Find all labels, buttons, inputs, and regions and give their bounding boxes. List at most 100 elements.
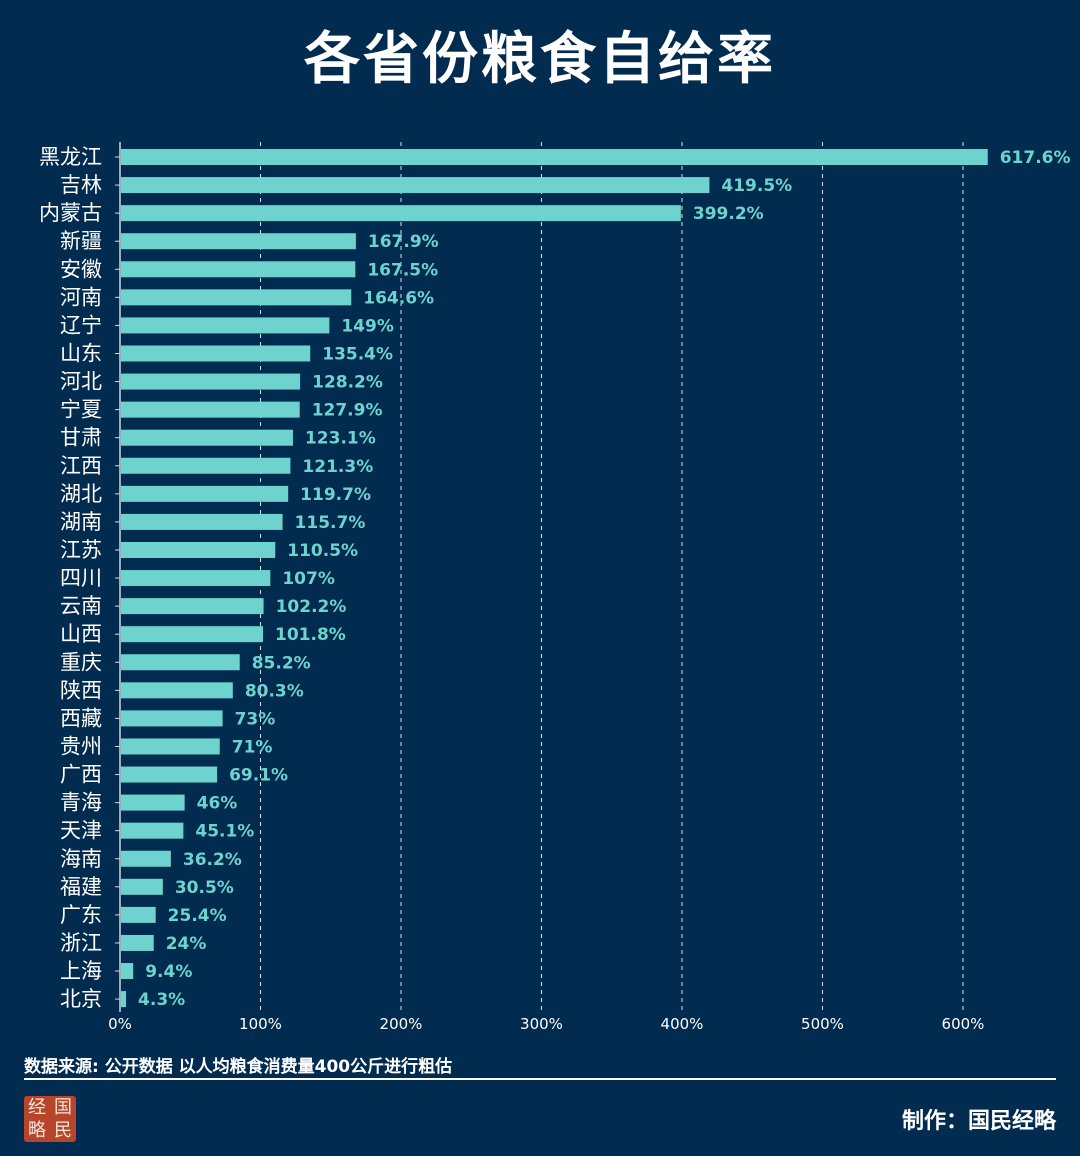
category-label: 四川 — [60, 566, 102, 590]
category-label: 山东 — [60, 341, 102, 365]
bar — [121, 991, 127, 1008]
x-tick-label: 300% — [520, 1015, 563, 1033]
x-tick-label: 0% — [108, 1015, 132, 1033]
category-label: 江苏 — [60, 538, 102, 562]
category-label: 广东 — [60, 903, 102, 927]
bar — [121, 401, 300, 418]
x-tick-label: 600% — [942, 1015, 985, 1033]
category-label: 宁夏 — [60, 398, 102, 422]
value-label: 85.2% — [252, 653, 311, 673]
category-label: 新疆 — [60, 229, 102, 253]
logo-char: 经 — [28, 1096, 46, 1118]
category-label: 陕西 — [60, 678, 102, 702]
bar — [121, 373, 301, 390]
credit-text: 制作：国民经略 — [901, 1109, 1056, 1134]
bar — [121, 850, 171, 867]
value-label: 149% — [341, 316, 394, 336]
x-tick-label: 400% — [661, 1015, 704, 1033]
bar — [121, 345, 311, 362]
value-label: 121.3% — [302, 457, 373, 477]
value-label: 110.5% — [287, 541, 358, 561]
category-label: 西藏 — [60, 706, 102, 730]
bar — [121, 233, 356, 250]
category-label: 青海 — [60, 791, 102, 815]
value-label: 617.6% — [1000, 148, 1071, 168]
category-label: 湖北 — [60, 482, 102, 506]
value-label: 167.5% — [367, 260, 438, 280]
bar — [121, 766, 218, 783]
value-label: 36.2% — [183, 850, 242, 870]
bar — [121, 317, 330, 334]
category-label: 湖南 — [60, 510, 102, 534]
bar — [121, 654, 240, 671]
bar — [121, 934, 154, 951]
bar — [121, 261, 356, 278]
value-label: 119.7% — [300, 485, 371, 505]
category-label: 浙江 — [60, 931, 102, 955]
value-label: 127.9% — [312, 401, 383, 421]
value-label: 135.4% — [322, 344, 393, 364]
category-label: 山西 — [60, 622, 102, 646]
category-label: 重庆 — [60, 650, 102, 674]
bar — [121, 963, 134, 980]
bar — [121, 149, 988, 165]
bar — [121, 177, 710, 194]
bar-chart: 黑龙江 617.6% 吉林 419.5% 内蒙古 399.2% 新疆 167.9% 安徽 167.… — [39, 142, 1071, 1033]
bar — [121, 541, 276, 558]
bar — [121, 598, 264, 615]
category-label: 甘肃 — [60, 426, 102, 450]
x-tick-label: 500% — [801, 1015, 844, 1033]
value-label: 30.5% — [175, 878, 234, 898]
bar — [121, 710, 223, 727]
bar — [121, 906, 156, 923]
value-label: 73% — [235, 709, 276, 729]
category-label: 安徽 — [60, 257, 102, 281]
bar — [121, 682, 233, 699]
category-label: 河南 — [60, 285, 102, 309]
category-label: 上海 — [60, 959, 102, 983]
value-label: 80.3% — [245, 681, 304, 701]
value-label: 399.2% — [693, 204, 764, 224]
bar — [121, 457, 291, 474]
value-label: 46% — [197, 794, 238, 814]
logo-char: 略 — [28, 1119, 46, 1141]
chart-title: 各省份粮食自给率 — [304, 27, 776, 92]
value-label: 164.6% — [363, 288, 434, 308]
value-label: 71% — [232, 737, 273, 757]
category-label: 广西 — [60, 763, 102, 787]
logo-char: 民 — [54, 1119, 72, 1141]
bar — [121, 570, 271, 587]
footer-divider — [24, 1078, 1056, 1080]
category-label: 河北 — [60, 370, 102, 394]
category-label: 吉林 — [60, 173, 102, 197]
bar — [121, 738, 220, 755]
category-label: 福建 — [60, 875, 102, 899]
bar — [121, 626, 264, 643]
value-label: 4.3% — [138, 990, 185, 1010]
value-label: 419.5% — [721, 176, 792, 196]
x-tick-label: 100% — [239, 1015, 282, 1033]
bar — [121, 794, 185, 811]
value-label: 25.4% — [168, 906, 227, 926]
value-label: 69.1% — [229, 766, 288, 786]
x-tick-label: 200% — [380, 1015, 423, 1033]
value-label: 102.2% — [276, 597, 347, 617]
category-label: 贵州 — [60, 734, 102, 758]
bar — [121, 289, 352, 306]
category-label: 内蒙古 — [39, 201, 102, 225]
bar — [121, 205, 681, 222]
value-label: 24% — [166, 934, 207, 954]
bar — [121, 513, 283, 530]
value-label: 107% — [282, 569, 335, 589]
bar — [121, 878, 163, 895]
bar — [121, 822, 184, 839]
category-label: 辽宁 — [60, 313, 102, 337]
value-label: 45.1% — [195, 822, 254, 842]
value-label: 101.8% — [275, 625, 346, 645]
bar — [121, 485, 289, 502]
category-label: 天津 — [60, 819, 102, 843]
category-label: 海南 — [60, 847, 102, 871]
value-label: 115.7% — [295, 513, 366, 533]
logo-char: 国 — [54, 1096, 72, 1118]
category-label: 北京 — [60, 987, 102, 1011]
